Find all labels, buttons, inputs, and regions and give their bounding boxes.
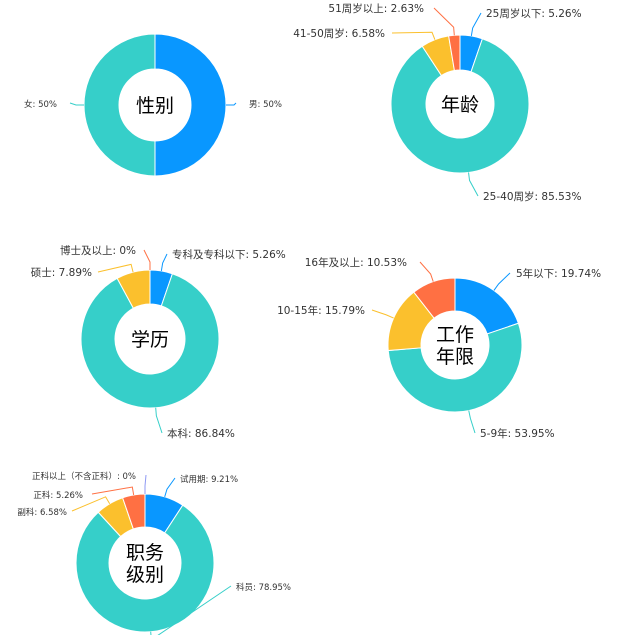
donut-hole [109,527,181,599]
leader-line [160,253,168,272]
center-label: 年限 [436,346,474,368]
slice-label: 正科: 5.26% [33,490,83,501]
leader-line [97,263,134,273]
leader-line [433,7,455,36]
slice-label: 10-15年: 15.79% [277,304,365,317]
slice-label: 专科及专科以下: 5.26% [172,248,286,261]
donut-hole [426,70,494,138]
leader-line [468,410,476,434]
slice-label: 女: 50% [24,99,57,110]
leader-line [391,31,436,40]
leader-line [493,272,511,291]
leader-line [69,102,84,106]
slice-label: 试用期: 9.21% [180,474,238,485]
slice-label: 41-50周岁: 6.58% [293,27,385,40]
center-label: 学历 [131,329,169,351]
leader-line [226,102,237,106]
slice-label: 正科以上（不含正科）: 0% [32,471,136,482]
leader-line [164,477,176,498]
slice-label: 25-40周岁: 85.53% [483,190,581,203]
slice-label: 5-9年: 53.95% [480,427,555,440]
slice-label: 男: 50% [249,100,282,110]
leader-line [371,309,394,319]
slice-label: 副科: 6.58% [17,507,67,518]
leader-line [150,585,232,635]
donut-hole [115,304,185,374]
leader-line [71,496,111,512]
center-label: 职务 [126,542,164,564]
center-label: 年龄 [441,94,479,116]
slice-label: 51周岁以上: 2.63% [328,2,424,15]
leader-line [91,486,135,496]
donut-hole [119,69,191,141]
slice-label: 25周岁以下: 5.26% [486,7,582,20]
slice-label: 博士及以上: 0% [60,244,136,257]
donut-chart-2: 25周岁以下: 5.26% 25-40周岁: 85.53% 41-50周岁: 6.5… [293,2,581,203]
slice-label: 硕士: 7.89% [31,266,92,279]
donut-hole [421,311,489,379]
slice-label: 本科: 86.84% [167,427,235,440]
leader-line [143,249,151,270]
slice-label: 16年及以上: 10.53% [305,256,407,269]
slice-label: 科员: 78.95% [236,582,291,593]
donut-chart-3: 专科及专科以下: 5.26% 本科: 86.84% 硕士: 7.89% 博士及以上: … [31,244,286,440]
donut-chart-1: 男: 50% 女: 50% 性别 [24,33,282,177]
leader-line [144,474,147,494]
donut-chart-5: 试用期: 9.21% 科员: 78.95% 副科: 6.58% 正科: 5.26% 正科… [17,471,291,635]
donut-chart-4: 5年以下: 19.74% 5-9年: 53.95% 10-15年: 15.79% 16… [277,256,601,440]
leader-line [468,172,479,197]
center-label: 工作 [436,324,474,346]
leader-line [419,261,434,282]
leader-line [470,12,482,37]
slice-label: 5年以下: 19.74% [516,267,601,280]
center-label: 性别 [136,95,174,117]
leader-line [155,407,163,434]
center-label: 级别 [126,564,164,586]
